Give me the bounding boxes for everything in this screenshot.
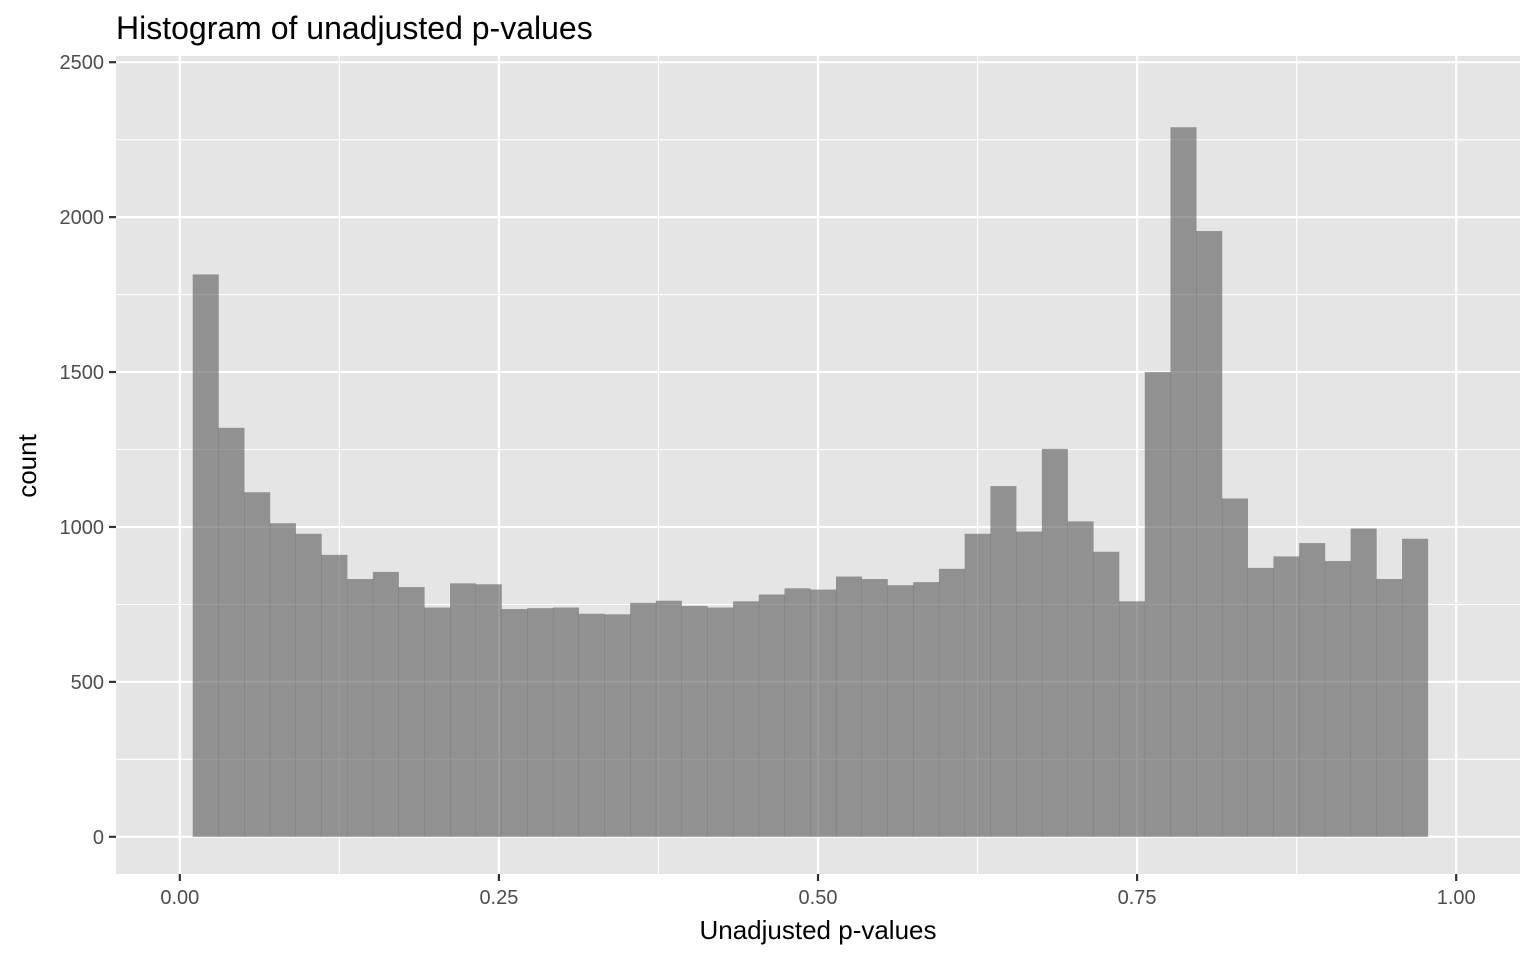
histogram-bar: [1402, 538, 1429, 837]
histogram-bar: [450, 583, 477, 837]
histogram-bar: [347, 579, 374, 837]
histogram-bar: [398, 587, 425, 837]
y-axis-title: count: [12, 433, 42, 497]
histogram-bar: [424, 607, 451, 837]
histogram-bar: [707, 607, 734, 837]
histogram-bar: [218, 427, 245, 837]
histogram-bar: [244, 492, 271, 837]
histogram-bar: [1196, 231, 1223, 837]
y-tick-label: 1000: [60, 517, 105, 539]
histogram-bar: [861, 579, 888, 837]
histogram-bar: [630, 602, 657, 837]
histogram-bar: [913, 582, 940, 837]
y-tick-label: 0: [93, 827, 104, 849]
histogram-bar: [1093, 551, 1120, 837]
histogram-bar: [295, 533, 322, 837]
histogram-bar: [758, 594, 785, 837]
x-axis-title: Unadjusted p-values: [699, 915, 936, 945]
histogram-bar: [552, 607, 579, 837]
histogram-bar: [321, 554, 348, 837]
histogram-bar: [1299, 543, 1326, 837]
x-tick-label: 0.00: [160, 887, 199, 909]
histogram-bar: [835, 576, 863, 837]
x-tick-label: 1.00: [1437, 887, 1476, 909]
histogram-bar: [501, 609, 528, 837]
histogram-bar: [990, 486, 1017, 837]
histogram-bar: [1324, 561, 1351, 837]
x-tick-label: 0.75: [1118, 887, 1157, 909]
histogram-bar: [269, 523, 296, 837]
histogram-bar: [1247, 567, 1274, 837]
histogram-bar: [475, 584, 502, 837]
histogram-bar: [1041, 448, 1068, 837]
histogram-bar: [604, 614, 631, 837]
y-tick-label: 500: [71, 672, 104, 694]
chart-title: Histogram of unadjusted p-values: [116, 10, 593, 46]
x-tick-label: 0.25: [479, 887, 518, 909]
histogram-bar: [1170, 127, 1197, 837]
histogram-bar: [681, 605, 708, 837]
histogram-bar: [1221, 498, 1249, 837]
histogram-bar: [578, 613, 605, 837]
histogram-bar: [964, 533, 991, 837]
histogram-bar: [527, 608, 554, 837]
histogram-bar: [655, 600, 682, 837]
histogram-bar: [192, 274, 219, 837]
histogram-bar: [1067, 521, 1094, 837]
histogram-bar: [1350, 528, 1377, 837]
y-tick-label: 2000: [60, 207, 105, 229]
x-tick-label: 0.50: [799, 887, 838, 909]
histogram-bar: [1144, 372, 1171, 837]
histogram-bar: [1119, 601, 1146, 837]
histogram-bar: [372, 571, 399, 837]
histogram-bar: [810, 589, 837, 837]
histogram-bar: [1016, 531, 1043, 837]
y-axis: 0 500 1000 1500 2000 2500: [60, 52, 116, 849]
histogram-bar: [1273, 556, 1300, 837]
histogram-bar: [1376, 579, 1403, 837]
histogram-bars: [192, 127, 1429, 837]
histogram-bar: [784, 588, 811, 837]
y-tick-label: 2500: [60, 52, 105, 74]
histogram-bar: [887, 585, 914, 837]
histogram-bar: [938, 568, 965, 837]
x-axis: 0.00 0.25 0.50 0.75 1.00: [160, 874, 1476, 909]
histogram-bar: [733, 601, 760, 837]
y-tick-label: 1500: [60, 362, 105, 384]
